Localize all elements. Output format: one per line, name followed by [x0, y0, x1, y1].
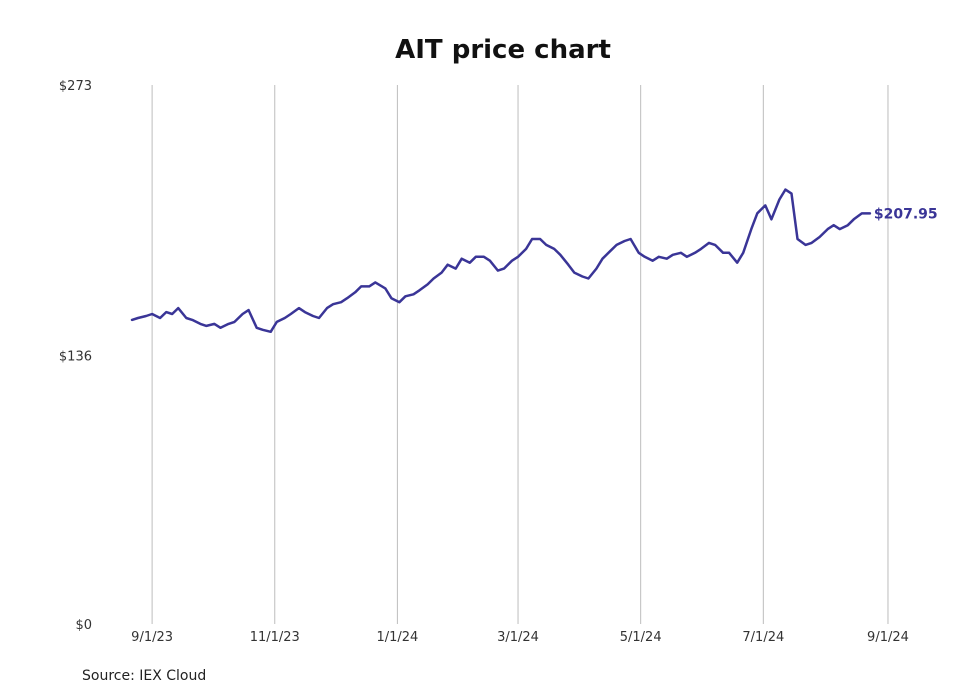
last-price-label: $207.95 — [874, 206, 938, 222]
x-tick-label: 9/1/23 — [131, 630, 173, 645]
chart-title: AIT price chart — [395, 35, 611, 65]
x-tick-label: 9/1/24 — [867, 630, 909, 645]
x-gridlines — [151, 85, 889, 624]
x-tick-label: 3/1/24 — [497, 630, 539, 645]
y-tick-label: $273 — [59, 79, 92, 94]
y-tick-label: $136 — [59, 349, 92, 364]
x-tick-label: 11/1/23 — [250, 630, 300, 645]
y-tick-label: $0 — [75, 618, 92, 633]
x-tick-label: 5/1/24 — [620, 630, 662, 645]
y-axis-ticks: $0 $136 $273 — [59, 79, 92, 633]
price-line — [130, 188, 872, 334]
x-tick-label: 1/1/24 — [376, 630, 418, 645]
source-note: Source: IEX Cloud — [82, 668, 207, 684]
x-axis-ticks: 9/1/23 11/1/23 1/1/24 3/1/24 5/1/24 7/1/24 9/1… — [131, 630, 909, 645]
x-tick-label: 7/1/24 — [742, 630, 784, 645]
